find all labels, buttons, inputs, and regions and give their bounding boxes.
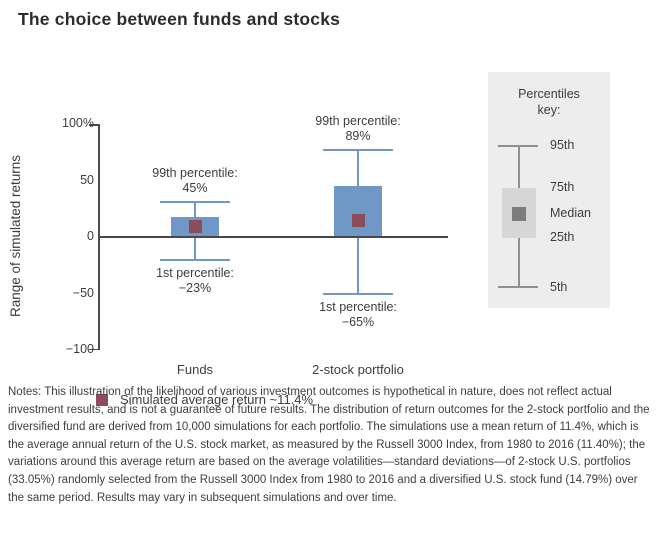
annotation-line: 99th percentile: — [315, 113, 401, 128]
annotation-value: −65% — [341, 314, 375, 329]
percentiles-key-panel: Percentiles key: 95th 75th Median 25th 5… — [488, 72, 610, 308]
key-label-median: Median — [550, 206, 591, 220]
key-whisker-cap-bottom — [498, 286, 538, 288]
page-title: The choice between funds and stocks — [18, 9, 341, 29]
annotation-line: 1st percentile: — [319, 299, 397, 314]
key-label-25th: 25th — [550, 230, 575, 244]
annotation-value: −23% — [178, 280, 212, 295]
key-median-marker — [512, 207, 526, 221]
legend-square-marker — [96, 393, 108, 406]
key-label-95th: 95th — [550, 138, 575, 152]
y-axis-label: Range of simulated returns — [8, 154, 23, 318]
iqr-box — [334, 186, 382, 239]
chart-legend: Simulated average return ~11.4% — [96, 392, 313, 407]
median-marker — [351, 213, 365, 227]
two-stock-1st-annotation: 1st percentile: −65% — [283, 300, 433, 330]
zero-baseline — [99, 236, 448, 238]
funds-99th-annotation: 99th percentile: 45% — [120, 166, 270, 196]
median-marker — [188, 220, 202, 234]
y-tick-label: 50 — [80, 172, 94, 187]
y-tick-label: 100% — [62, 116, 94, 130]
whisker-cap-bottom — [160, 258, 230, 261]
whisker-cap-top — [160, 200, 230, 203]
y-tick-label: −100 — [65, 342, 94, 356]
key-label-75th: 75th — [550, 180, 575, 194]
whisker-cap-top — [323, 148, 393, 151]
two-stock-99th-annotation: 99th percentile: 89% — [283, 114, 433, 144]
annotation-value: 89% — [345, 128, 371, 143]
category-label-funds: Funds — [176, 362, 214, 377]
key-label-5th: 5th — [550, 280, 568, 294]
whisker-cap-bottom — [323, 292, 393, 295]
annotation-line: 99th percentile: — [152, 165, 238, 180]
percentiles-key-title: Percentiles key: — [488, 86, 610, 118]
y-axis-bottom-cap — [89, 348, 99, 350]
key-title-line1: Percentiles — [518, 87, 580, 101]
key-whisker-cap-top — [498, 145, 538, 147]
annotation-line: 1st percentile: — [156, 265, 234, 280]
footnotes: Notes: This illustration of the likeliho… — [8, 386, 650, 504]
y-axis-top-cap — [89, 124, 99, 126]
annotation-value: 45% — [182, 180, 208, 195]
boxplot-chart: Range of simulated returns 99th percenti… — [0, 50, 657, 407]
category-label-two-stock: 2-stock portfolio — [312, 362, 404, 377]
key-title-line2: key: — [537, 103, 561, 117]
funds-1st-annotation: 1st percentile: −23% — [120, 266, 270, 296]
y-tick-label: −50 — [72, 285, 94, 300]
y-axis-line — [98, 124, 100, 350]
legend-label: Simulated average return ~11.4% — [120, 392, 314, 407]
y-tick-label: 0 — [87, 229, 94, 243]
